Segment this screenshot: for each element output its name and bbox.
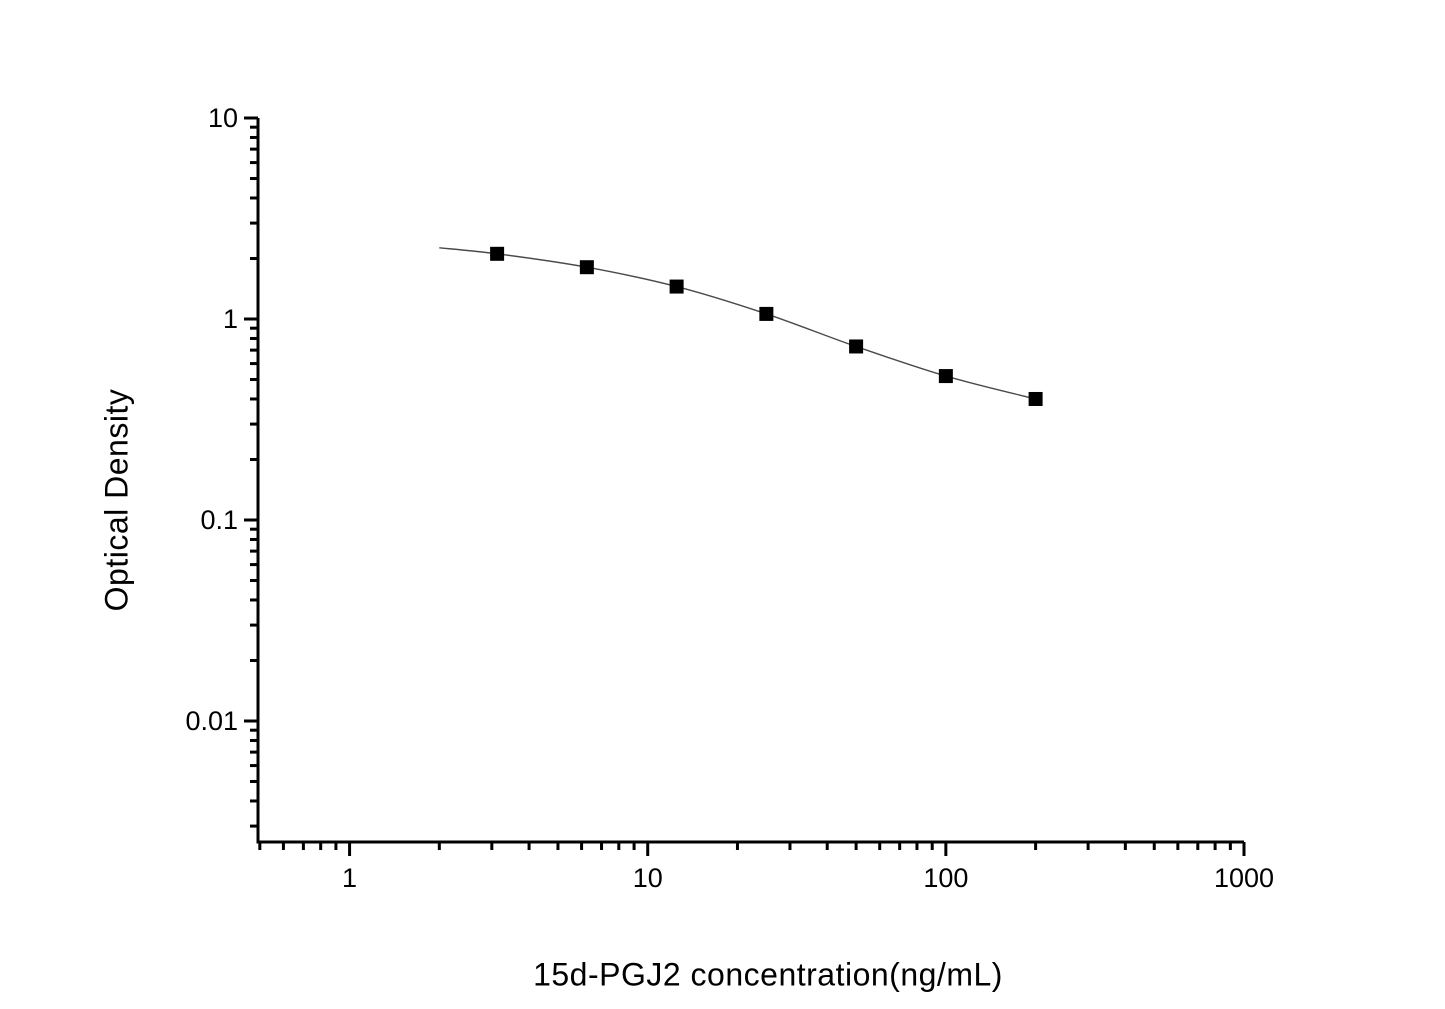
data-point <box>1028 391 1043 406</box>
data-point <box>490 246 505 261</box>
x-tick-label: 1 <box>342 863 357 893</box>
data-point <box>759 306 774 321</box>
data-point <box>669 279 684 294</box>
y-tick-label: 0.01 <box>185 706 238 736</box>
y-tick-label: 0.1 <box>200 505 238 535</box>
x-tick-label: 1000 <box>1214 863 1274 893</box>
x-tick-label: 100 <box>923 863 968 893</box>
data-point <box>849 339 864 354</box>
data-point <box>579 260 594 275</box>
x-axis-title: 15d-PGJ2 concentration(ng/mL) <box>533 956 1003 993</box>
y-axis-title: Optical Density <box>98 388 135 612</box>
y-tick-label: 1 <box>223 304 238 334</box>
x-tick-label: 10 <box>633 863 663 893</box>
y-tick-label: 10 <box>208 103 238 133</box>
data-point <box>938 369 953 384</box>
